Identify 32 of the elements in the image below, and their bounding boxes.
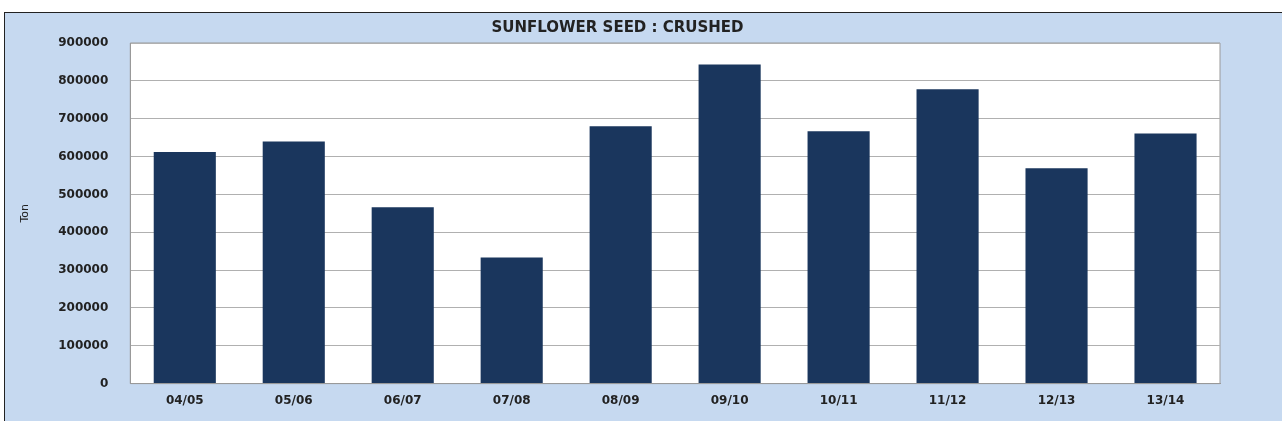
y-tick-label: 0	[99, 375, 109, 390]
chart-title: SUNFLOWER SEED : CRUSHED	[491, 17, 744, 36]
bar	[1025, 168, 1088, 384]
bar	[698, 64, 761, 384]
y-tick-label: 500000	[58, 186, 109, 201]
x-tick-label: 11/12	[928, 392, 967, 407]
y-tick-label: 300000	[58, 262, 109, 277]
x-tick-label: 05/06	[274, 392, 313, 407]
bar	[807, 131, 870, 384]
bar	[480, 257, 543, 384]
bar	[262, 141, 325, 384]
y-tick-label: 800000	[58, 72, 109, 87]
y-tick-label: 100000	[58, 337, 109, 352]
x-tick-label: 08/09	[601, 392, 640, 407]
bar	[371, 207, 434, 384]
bar	[153, 151, 216, 384]
bar	[916, 89, 979, 384]
y-tick-label: 600000	[58, 148, 109, 163]
x-tick-label: 04/05	[165, 392, 204, 407]
x-tick-label: 09/10	[710, 392, 749, 407]
bar	[589, 126, 652, 384]
x-tick-label: 13/14	[1146, 392, 1185, 407]
y-tick-label: 700000	[58, 110, 109, 125]
y-tick-label: 200000	[58, 300, 109, 315]
x-tick-label: 12/13	[1037, 392, 1076, 407]
bar	[1134, 133, 1197, 384]
y-axis-title: Ton	[18, 204, 32, 224]
x-tick-label: 07/08	[492, 392, 531, 407]
y-tick-label: 400000	[58, 224, 109, 239]
y-tick-label: 900000	[58, 35, 109, 50]
x-tick-label: 06/07	[383, 392, 422, 407]
x-tick-label: 10/11	[819, 392, 858, 407]
